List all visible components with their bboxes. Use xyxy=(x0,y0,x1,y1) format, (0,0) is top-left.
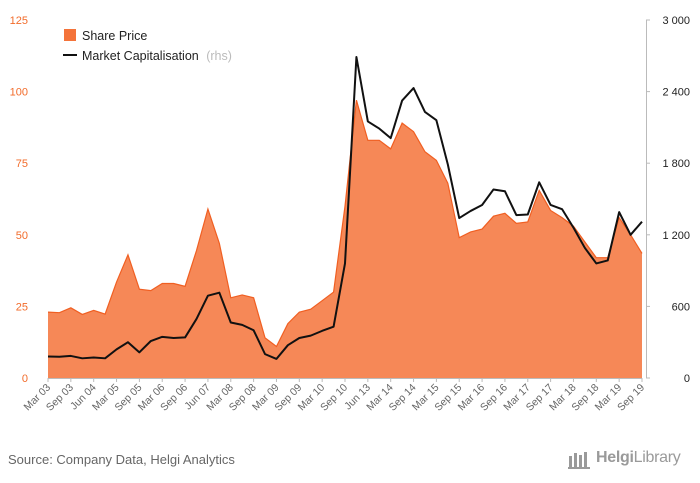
legend-swatch-share-price xyxy=(64,29,76,41)
y-right-tick-label: 600 xyxy=(672,301,690,313)
market-cap-line-layer xyxy=(47,55,643,360)
library-icon xyxy=(568,452,590,469)
source-note: Source: Company Data, Helgi Analytics xyxy=(8,452,235,467)
y-right-tick-label: 3 000 xyxy=(662,15,690,27)
y-right-tick-label: 1 800 xyxy=(662,158,690,170)
chart: 0 25 50 75 100 125 0 600 1 200 1 800 2 400 3 000 Mar… xyxy=(10,15,690,414)
y-right-tick-label: 0 xyxy=(684,373,690,385)
axes xyxy=(47,19,650,382)
share-price-area xyxy=(48,100,642,378)
logo-text: HelgiLibrary xyxy=(596,449,681,467)
helgi-library-logo: HelgiLibrary xyxy=(568,448,696,472)
y-left-tick-label: 125 xyxy=(10,15,28,27)
legend-label-market-cap: Market Capitalisation (rhs) xyxy=(82,49,232,63)
legend-label-share-price: Share Price xyxy=(82,29,147,43)
y-left-tick-label: 25 xyxy=(16,301,28,313)
logo-text-light: Library xyxy=(633,449,681,466)
y-right-tick-label: 2 400 xyxy=(662,87,690,99)
legend-label-market-cap-suffix: (rhs) xyxy=(206,49,232,63)
market-cap-line xyxy=(47,55,643,360)
share-price-area-layer xyxy=(47,100,643,378)
y-left-tick-label: 100 xyxy=(10,87,28,99)
y-right-tick-label: 1 200 xyxy=(662,230,690,242)
share-price-outline xyxy=(47,100,643,348)
y-left-tick-label: 0 xyxy=(22,373,28,385)
legend: Share Price Market Capitalisation (rhs) xyxy=(63,29,232,63)
logo-text-bold: Helgi xyxy=(596,449,634,466)
legend-label-market-cap-text: Market Capitalisation xyxy=(82,49,199,63)
y-left-tick-label: 50 xyxy=(16,230,28,242)
y-left-tick-label: 75 xyxy=(16,158,28,170)
